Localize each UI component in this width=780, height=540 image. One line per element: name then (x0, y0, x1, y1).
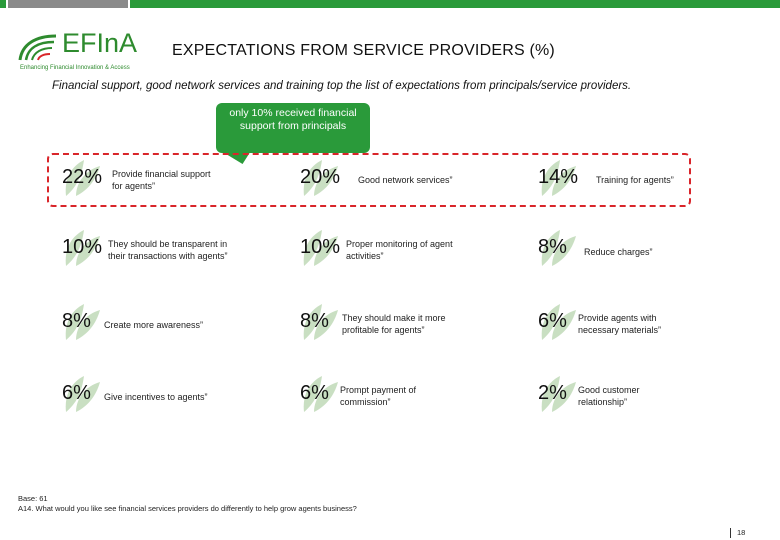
callout-bubble: only 10% received financial support from… (216, 103, 370, 153)
leaf-icon (541, 376, 576, 412)
expectation-item: 6% Provide agents with necessary material… (538, 304, 758, 350)
leaf-icon (65, 376, 100, 412)
expectation-percent: 6% (300, 382, 329, 404)
expectation-label: Provide agents with necessary materials” (578, 313, 662, 335)
logo-wordmark: EFInA (62, 28, 138, 58)
expectation-percent: 2% (538, 382, 567, 404)
leaf-icon (303, 376, 338, 412)
expectation-item: 6% Give incentives to agents” (62, 376, 282, 422)
leaf-icon (303, 160, 338, 196)
expectation-item: 22% Provide financial support for agents” (62, 160, 282, 206)
expectation-label: Good network services” (358, 175, 453, 185)
leaf-icon (541, 304, 576, 340)
expectation-percent: 22% (62, 166, 103, 188)
expectation-label: Proper monitoring of agent activities” (346, 239, 453, 261)
expectation-label: Good customer relationship” (578, 385, 640, 407)
expectation-percent: 10% (300, 236, 341, 258)
expectation-percent: 8% (62, 310, 91, 332)
footer-question: A14. What would you like see financial s… (18, 504, 357, 513)
expectation-item: 2% Good customer relationship” (538, 376, 758, 422)
expectation-label: Create more awareness” (104, 320, 204, 330)
leaf-icon (303, 230, 338, 266)
expectation-label: They should make it more profitable for … (342, 313, 446, 335)
leaf-icon (65, 160, 100, 196)
highlight-dashed-box (47, 153, 691, 207)
expectation-label: Give incentives to agents” (104, 392, 208, 402)
expectation-item: 10% They should be transparent in their t… (62, 230, 282, 276)
logo-tagline: Enhancing Financial Innovation & Access (20, 65, 130, 71)
expectation-item: 14% Training for agents” (538, 160, 758, 206)
efina-logo: EFInA Enhancing Financial Innovation & A… (16, 28, 156, 76)
expectation-label: Prompt payment of commission” (340, 385, 417, 407)
expectation-item: 6% Prompt payment of commission” (300, 376, 520, 422)
page-subtitle: Financial support, good network services… (52, 80, 632, 92)
expectation-percent: 8% (300, 310, 329, 332)
expectation-item: 8% They should make it more profitable fo… (300, 304, 520, 350)
expectation-item: 8% Create more awareness” (62, 304, 282, 350)
expectation-item: 10% Proper monitoring of agent activities… (300, 230, 520, 276)
footer-base: Base: 61 (18, 494, 48, 503)
expectation-item: 8% Reduce charges” (538, 230, 758, 276)
expectation-label: Training for agents” (596, 175, 674, 185)
page-number: 18 (730, 528, 745, 538)
top-stripe (0, 0, 780, 8)
leaf-icon (541, 230, 576, 266)
page-title: EXPECTATIONS FROM SERVICE PROVIDERS (%) (172, 42, 555, 59)
expectation-item: 20% Good network services” (300, 160, 520, 206)
expectation-percent: 8% (538, 236, 567, 258)
leaf-icon (541, 160, 576, 196)
leaf-icon (303, 304, 338, 340)
leaf-icon (65, 304, 100, 340)
footer-notes: Base: 61 A14. What would you like see fi… (18, 494, 357, 514)
expectation-percent: 14% (538, 166, 579, 188)
expectation-label: Reduce charges” (584, 247, 653, 257)
expectation-label: Provide financial support for agents” (112, 169, 211, 191)
expectation-label: They should be transparent in their tran… (108, 239, 228, 261)
expectation-percent: 10% (62, 236, 103, 258)
expectation-percent: 6% (62, 382, 91, 404)
logo-swirl-icon (18, 34, 57, 61)
leaf-icon (65, 230, 100, 266)
expectation-percent: 6% (538, 310, 567, 332)
expectation-percent: 20% (300, 166, 341, 188)
